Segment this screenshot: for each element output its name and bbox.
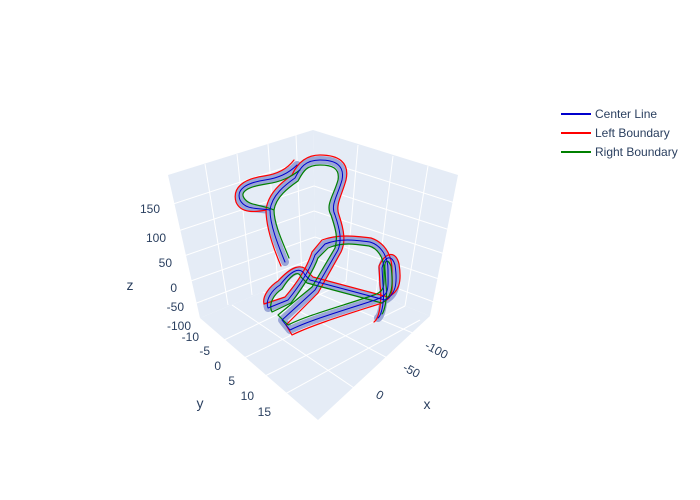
series-line-center-loop: [238, 164, 298, 211]
z-tick: -50: [167, 300, 185, 314]
y-axis-ticks: -10 -5 0 5 10 15: [182, 330, 272, 419]
back-wall-right: [313, 130, 458, 316]
z-axis-title: z: [127, 277, 134, 293]
series-line-right-loop: [242, 169, 301, 211]
floor-pane: [200, 270, 430, 420]
z-tick: -100: [167, 319, 191, 333]
y-tick: 5: [228, 374, 235, 388]
z-tick: 150: [140, 202, 160, 216]
z-tick: 100: [146, 231, 166, 245]
legend-item-right-boundary[interactable]: Right Boundary: [561, 145, 678, 159]
y-tick: -5: [199, 344, 210, 358]
series-line-left-loop: [234, 159, 295, 213]
y-tick: 15: [258, 405, 272, 419]
y-tick: 10: [241, 389, 255, 403]
x-tick: -50: [401, 360, 423, 381]
legend-item-left-boundary[interactable]: Left Boundary: [561, 126, 670, 140]
y-tick: 0: [214, 359, 221, 373]
legend-label: Right Boundary: [595, 145, 678, 159]
x-axis-title: x: [424, 396, 431, 412]
z-tick: 50: [159, 256, 173, 270]
x-tick: 0: [374, 387, 387, 403]
legend-label: Center Line: [595, 107, 657, 121]
legend[interactable]: Center Line Left Boundary Right Boundary: [561, 107, 678, 159]
x-tick: -100: [423, 338, 451, 362]
y-axis-title: y: [197, 395, 204, 411]
legend-label: Left Boundary: [595, 126, 670, 140]
track-lines: [234, 154, 401, 336]
series-line-center-line: [266, 159, 397, 331]
z-tick: 0: [170, 281, 177, 295]
y-tick: -10: [182, 330, 200, 344]
z-axis-ticks: 150 100 50 0 -50 -100: [140, 202, 191, 333]
legend-item-center-line[interactable]: Center Line: [561, 107, 657, 121]
